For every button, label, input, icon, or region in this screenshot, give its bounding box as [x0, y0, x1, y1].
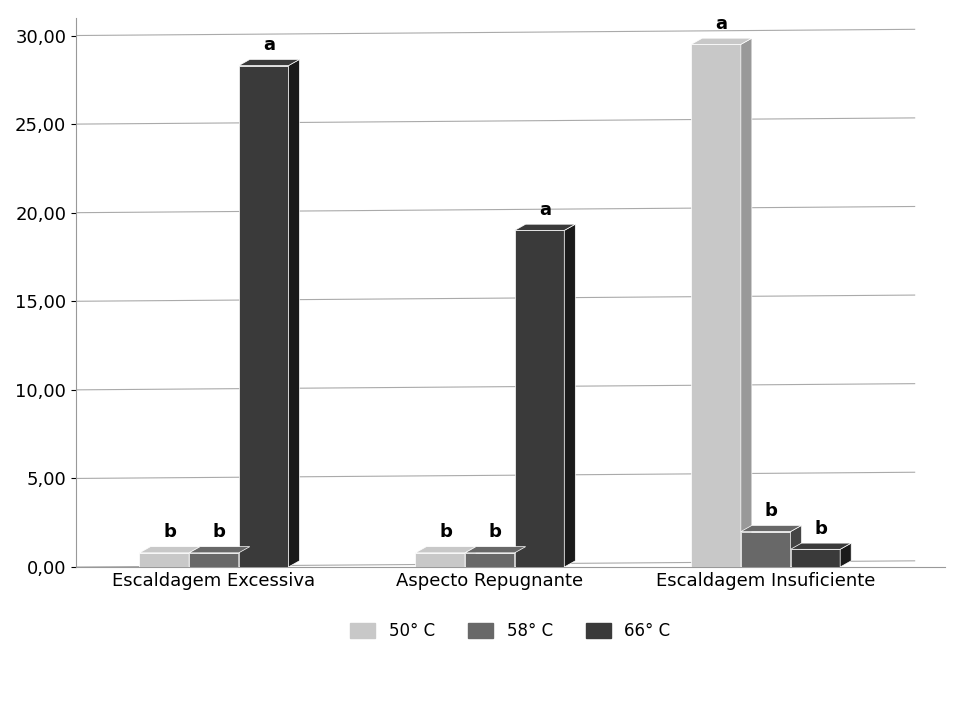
Bar: [691, 45, 741, 567]
Polygon shape: [790, 526, 802, 567]
Bar: [741, 531, 790, 567]
Text: a: a: [715, 15, 728, 33]
Polygon shape: [288, 60, 300, 567]
Polygon shape: [741, 38, 752, 567]
Text: a: a: [263, 36, 276, 54]
Polygon shape: [189, 546, 250, 553]
Bar: [189, 553, 239, 567]
Text: b: b: [213, 523, 226, 541]
Polygon shape: [139, 546, 200, 553]
Polygon shape: [790, 543, 852, 549]
Polygon shape: [515, 224, 575, 230]
Bar: [239, 66, 288, 567]
Text: b: b: [489, 523, 502, 541]
Polygon shape: [465, 546, 476, 567]
Bar: [790, 549, 840, 567]
Polygon shape: [239, 60, 300, 66]
Polygon shape: [741, 526, 802, 531]
Bar: [465, 553, 515, 567]
Text: b: b: [814, 520, 828, 538]
Bar: [515, 230, 564, 567]
Polygon shape: [239, 546, 250, 567]
Text: b: b: [440, 523, 452, 541]
Bar: [139, 553, 189, 567]
Text: b: b: [163, 523, 177, 541]
Polygon shape: [416, 546, 476, 553]
Polygon shape: [840, 543, 852, 567]
Text: b: b: [765, 502, 778, 520]
Bar: [416, 553, 465, 567]
Polygon shape: [515, 546, 526, 567]
Polygon shape: [465, 546, 526, 553]
Polygon shape: [189, 546, 200, 567]
Text: a: a: [539, 201, 551, 219]
Polygon shape: [564, 224, 575, 567]
Polygon shape: [691, 38, 752, 45]
Legend: 50° C, 58° C, 66° C: 50° C, 58° C, 66° C: [344, 615, 677, 647]
